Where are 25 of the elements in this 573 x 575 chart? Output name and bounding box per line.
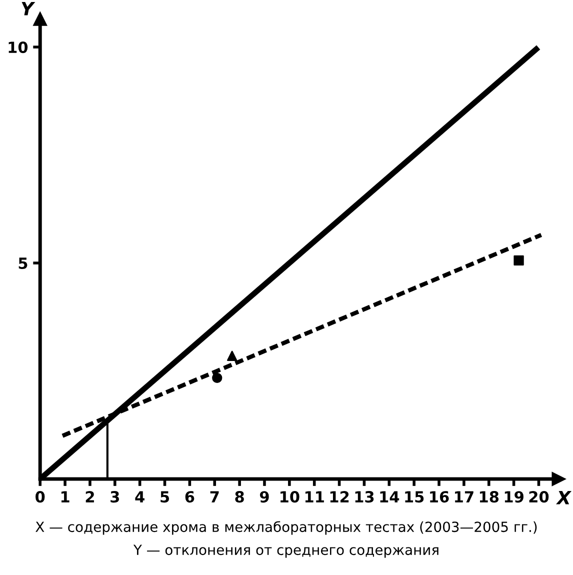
x-tick-label: 14 [380, 491, 400, 502]
x-tick-label: 10 [280, 491, 300, 503]
x-tick-label: 2 [86, 491, 94, 502]
y-axis-title: Y [22, 2, 36, 16]
x-tick-label: 20 [529, 491, 549, 503]
x-axis-title: X [556, 491, 572, 504]
x-tick-label: 13 [355, 491, 374, 503]
x-tick-label: 7 [210, 491, 219, 502]
x-tick-label: 9 [260, 491, 269, 503]
x-tick-label: 1 [61, 491, 70, 502]
x-tick-label: 19 [504, 491, 524, 503]
x-tick-label: 15 [405, 491, 424, 503]
x-tick-label: 3 [110, 491, 120, 503]
x-tick-label: 5 [160, 491, 170, 503]
x-tick-label: 18 [480, 491, 499, 503]
x-tick-label: 16 [430, 491, 449, 503]
text: X — содержание хрома в межлабораторных тестах (2003—2005 гг.) [36, 521, 537, 535]
x-tick-label: 8 [235, 491, 244, 503]
x-tick-label: 17 [455, 491, 474, 502]
x-tick-label: 4 [135, 491, 144, 502]
x-tick-label: 11 [305, 491, 324, 502]
text: Y — отклонения от среднего содержания [133, 544, 438, 558]
x-tick-label: 12 [330, 491, 349, 502]
x-tick-label: 6 [185, 491, 194, 503]
x-tick-label: 0 [36, 491, 45, 503]
